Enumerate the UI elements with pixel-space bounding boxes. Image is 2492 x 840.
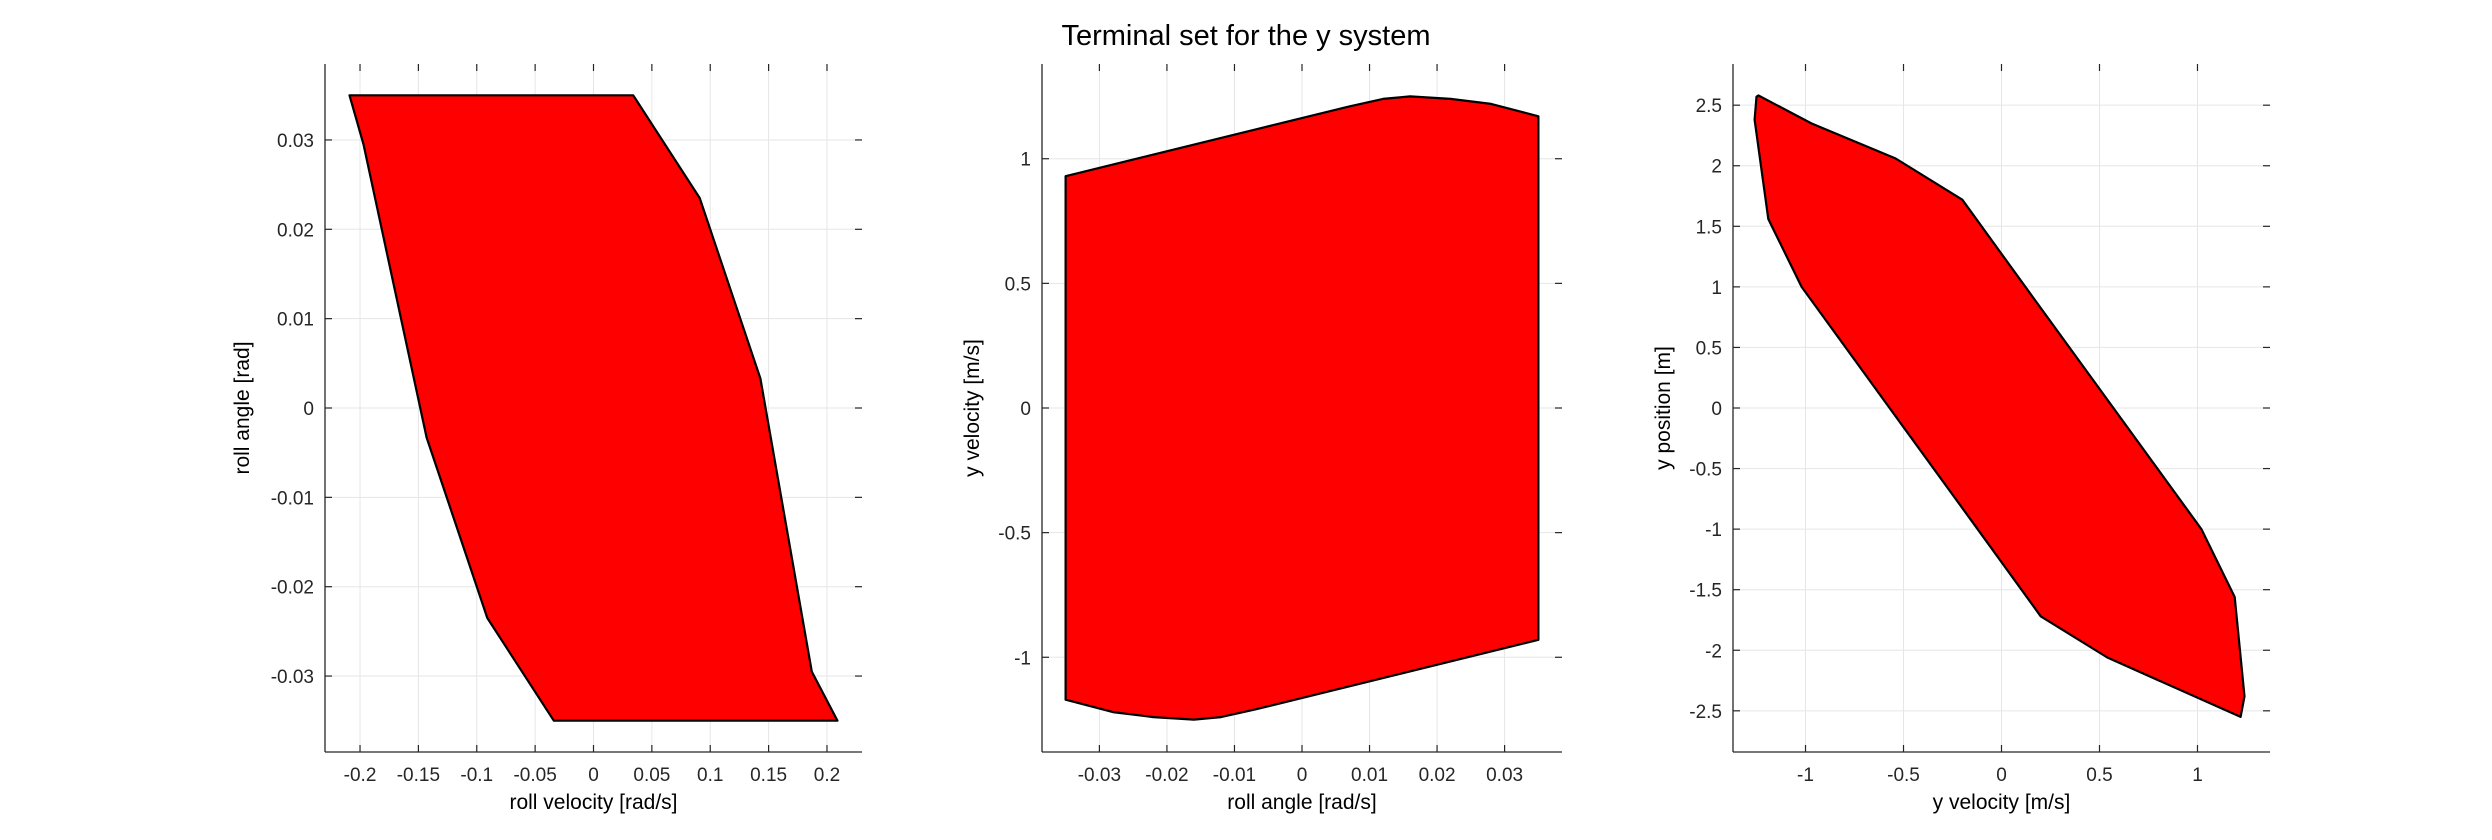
y-tick-label: 0.01 bbox=[277, 310, 314, 331]
y-tick-label: -0.03 bbox=[271, 667, 314, 688]
x-tick-label: 0.02 bbox=[1419, 765, 1456, 786]
x-axis-label: roll velocity [rad/s] bbox=[509, 791, 677, 814]
y-axis-label: roll angle [rad] bbox=[231, 341, 254, 474]
y-tick-label: -2 bbox=[1705, 641, 1722, 662]
x-tick-label: 0.03 bbox=[1486, 765, 1523, 786]
subplots: -0.2 -0.15 -0.1 -0.05 0 0.05 0.1 0.15 0.2-0.03-0… bbox=[231, 64, 2270, 814]
y-tick-label: 0 bbox=[303, 399, 314, 420]
y-tick-label: -1.5 bbox=[1689, 581, 1722, 602]
x-tick-label: -0.2 bbox=[344, 765, 377, 786]
x-tick-label: -0.03 bbox=[1078, 765, 1121, 786]
x-tick-label: 0.15 bbox=[750, 765, 787, 786]
y-tick-label: -2.5 bbox=[1689, 702, 1722, 723]
x-tick-label: 0 bbox=[1996, 765, 2007, 786]
figure-title: Terminal set for the y system bbox=[1061, 20, 1430, 52]
x-tick-label: 0.01 bbox=[1351, 765, 1388, 786]
y-tick-label: 0 bbox=[1711, 399, 1722, 420]
x-tick-label: -0.02 bbox=[1145, 765, 1188, 786]
y-tick-label: -1 bbox=[1705, 520, 1722, 541]
terminal-set-region bbox=[1064, 95, 1540, 721]
y-tick-label: 1 bbox=[1020, 150, 1031, 171]
x-axis-label: roll angle [rad/s] bbox=[1227, 791, 1376, 814]
x-axis-label: y velocity [m/s] bbox=[1933, 791, 2071, 814]
y-tick-label: -0.01 bbox=[271, 488, 314, 509]
x-tick-label: -0.15 bbox=[397, 765, 440, 786]
y-tick-label: -0.5 bbox=[1689, 460, 1722, 481]
x-tick-label: 0.5 bbox=[2086, 765, 2112, 786]
y-tick-label: 0.03 bbox=[277, 131, 314, 152]
x-tick-label: 0.1 bbox=[697, 765, 723, 786]
x-tick-label: 1 bbox=[2192, 765, 2203, 786]
y-tick-label: 2 bbox=[1711, 157, 1722, 178]
subplot-y-velocity-vs-y-position: -1 -0.5 0 0.5 1 -2.5 -2 -1.5 -1 -0.5 0 0.5 1 1.5 2 2.5 y… bbox=[1652, 64, 2270, 814]
y-tick-label: -1 bbox=[1014, 648, 1031, 669]
terminal-set-region bbox=[348, 94, 839, 722]
y-axis-label: y position [m] bbox=[1652, 346, 1675, 470]
x-tick-label: -0.1 bbox=[460, 765, 493, 786]
y-tick-label: -0.5 bbox=[998, 524, 1031, 545]
x-tick-label: 0 bbox=[1297, 765, 1308, 786]
y-tick-label: 2.5 bbox=[1696, 96, 1722, 117]
subplot-roll-angle-vs-y-velocity: -0.03 -0.02 -0.01 0 0.01 0.02 0.03 -1 -0.5 0 0.5 1 r… bbox=[961, 64, 1562, 814]
y-tick-label: 0.02 bbox=[277, 220, 314, 241]
x-tick-label: -1 bbox=[1797, 765, 1814, 786]
terminal-set-region bbox=[1753, 94, 2246, 719]
x-tick-label: -0.01 bbox=[1213, 765, 1256, 786]
x-tick-label: 0 bbox=[588, 765, 599, 786]
y-tick-label: 0.5 bbox=[1696, 338, 1722, 359]
x-tick-label: 0.05 bbox=[633, 765, 670, 786]
x-tick-label: -0.5 bbox=[1887, 765, 1920, 786]
y-tick-label: 0 bbox=[1020, 399, 1031, 420]
y-tick-label: 1.5 bbox=[1696, 217, 1722, 238]
x-tick-label: -0.05 bbox=[513, 765, 556, 786]
y-tick-label: -0.02 bbox=[271, 578, 314, 599]
y-tick-label: 1 bbox=[1711, 278, 1722, 299]
subplot-roll-velocity-vs-roll-angle: -0.2 -0.15 -0.1 -0.05 0 0.05 0.1 0.15 0.2 -0.03 -0… bbox=[231, 64, 862, 814]
x-tick-label: 0.2 bbox=[814, 765, 840, 786]
y-tick-label: 0.5 bbox=[1005, 274, 1031, 295]
y-axis-label: y velocity [m/s] bbox=[961, 339, 984, 477]
